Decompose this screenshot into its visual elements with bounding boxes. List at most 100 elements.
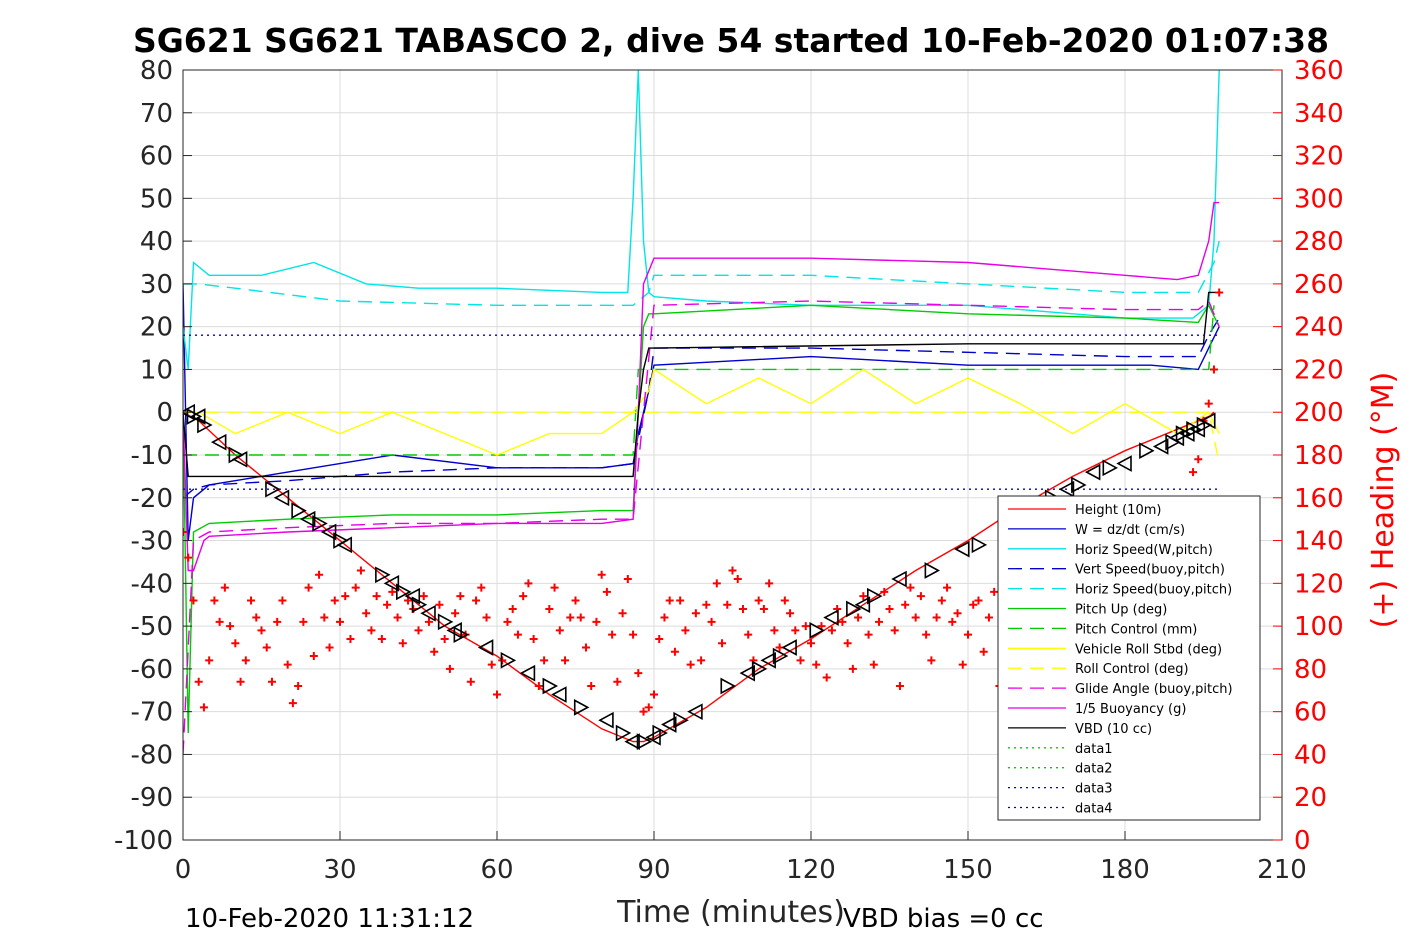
heading-marker	[1189, 468, 1198, 477]
heading-marker	[503, 617, 512, 626]
right-tick-label: 140	[1294, 527, 1344, 557]
y-tick-label: -90	[131, 783, 173, 813]
legend-entry: Height (10m)	[1075, 503, 1161, 518]
heading-marker	[974, 596, 983, 605]
depth-marker	[197, 416, 213, 434]
heading-marker	[466, 677, 475, 686]
heading-marker	[644, 703, 653, 712]
heading-marker	[372, 592, 381, 601]
legend-entry: Glide Angle (buoy,pitch)	[1075, 682, 1233, 697]
heading-marker	[1194, 455, 1203, 464]
heading-marker	[367, 626, 376, 635]
y-tick-label: 10	[140, 355, 173, 385]
y-tick-label: -60	[131, 655, 173, 685]
depth-marker	[437, 613, 454, 631]
heading-marker	[864, 630, 873, 639]
y-tick-label: -100	[114, 826, 173, 856]
heading-marker	[540, 656, 549, 665]
x-tick-label: 150	[943, 855, 993, 885]
right-tick-label: 40	[1294, 740, 1327, 770]
legend-entry: Pitch Up (deg)	[1075, 603, 1167, 618]
heading-marker	[419, 592, 428, 601]
heading-marker	[984, 613, 993, 622]
depth-marker	[320, 523, 337, 541]
heading-marker	[519, 592, 528, 601]
depth-marker	[210, 433, 227, 451]
heading-marker	[388, 587, 397, 596]
y-tick-label: -10	[131, 441, 173, 471]
heading-marker	[545, 605, 554, 613]
heading-marker	[440, 634, 449, 643]
x-axis-label: Time (minutes)	[616, 895, 845, 930]
depth-marker	[383, 574, 400, 592]
legend: Height (10m) W = dz/dt (cm/s) Horiz Speed(…	[997, 495, 1261, 821]
right-tick-label: 120	[1294, 569, 1344, 599]
series-line	[183, 368, 1220, 456]
depth-marker	[615, 724, 632, 742]
heading-marker	[456, 592, 465, 601]
heading-marker	[346, 634, 355, 643]
depth-marker	[573, 699, 590, 716]
heading-marker	[1209, 365, 1218, 374]
heading-marker	[979, 647, 988, 656]
depth-marker	[312, 515, 328, 532]
x-tick-label: 120	[786, 855, 836, 885]
heading-marker	[969, 600, 978, 609]
heading-marker	[937, 596, 946, 605]
depth-marker	[661, 716, 677, 733]
heading-marker	[189, 596, 198, 605]
depth-marker	[954, 540, 970, 558]
heading-marker	[304, 583, 313, 592]
depth-marker	[477, 639, 494, 656]
heading-marker	[226, 622, 235, 631]
depth-marker	[411, 596, 428, 614]
heading-marker	[414, 626, 423, 635]
x-tick-label: 90	[637, 855, 670, 885]
y-tick-label: -20	[131, 484, 173, 514]
heading-marker	[754, 596, 763, 605]
y-tick-label: 30	[140, 270, 173, 300]
heading-marker	[445, 664, 454, 673]
y-tick-label: -80	[131, 740, 173, 770]
depth-marker	[1152, 438, 1169, 455]
heading-marker	[707, 617, 716, 626]
heading-marker	[513, 630, 522, 639]
heading-marker	[273, 617, 282, 626]
y-tick-label: 80	[140, 56, 173, 86]
right-tick-label: 80	[1294, 655, 1327, 685]
heading-marker	[712, 579, 721, 588]
heading-marker	[859, 592, 868, 601]
heading-marker	[356, 566, 365, 575]
legend-entry: W = dz/dt (cm/s)	[1075, 523, 1185, 538]
heading-marker	[718, 639, 727, 648]
heading-marker	[932, 613, 941, 622]
heading-marker	[759, 605, 768, 613]
heading-marker	[283, 660, 292, 669]
legend-entry: VBD (10 cc)	[1075, 722, 1152, 737]
right-tick-label: 320	[1294, 142, 1344, 172]
heading-marker	[702, 600, 711, 609]
right-tick-label: 60	[1294, 698, 1327, 728]
heading-marker	[257, 626, 266, 635]
heading-marker	[336, 617, 344, 626]
footer-timestamp: 10-Feb-2020 11:31:12	[185, 904, 474, 934]
x-tick-label: 180	[1100, 855, 1150, 885]
heading-marker	[901, 600, 910, 609]
heading-marker	[561, 656, 570, 665]
legend-entry: data4	[1075, 802, 1113, 817]
heading-marker	[869, 660, 878, 669]
heading-marker	[681, 626, 690, 635]
series-line	[183, 291, 1220, 478]
legend-entry: data1	[1075, 742, 1113, 757]
y-tick-label: -40	[131, 569, 173, 599]
heading-marker	[676, 596, 685, 605]
heading-marker	[288, 699, 297, 708]
y-tick-label: 0	[156, 398, 173, 428]
legend-entry: 1/5 Buoyancy (g)	[1075, 702, 1186, 717]
depth-marker	[652, 724, 668, 742]
depth-marker	[772, 647, 789, 665]
depth-marker	[336, 536, 353, 554]
heading-marker	[566, 613, 575, 622]
heading-marker	[424, 617, 433, 626]
depth-marker	[453, 626, 470, 644]
